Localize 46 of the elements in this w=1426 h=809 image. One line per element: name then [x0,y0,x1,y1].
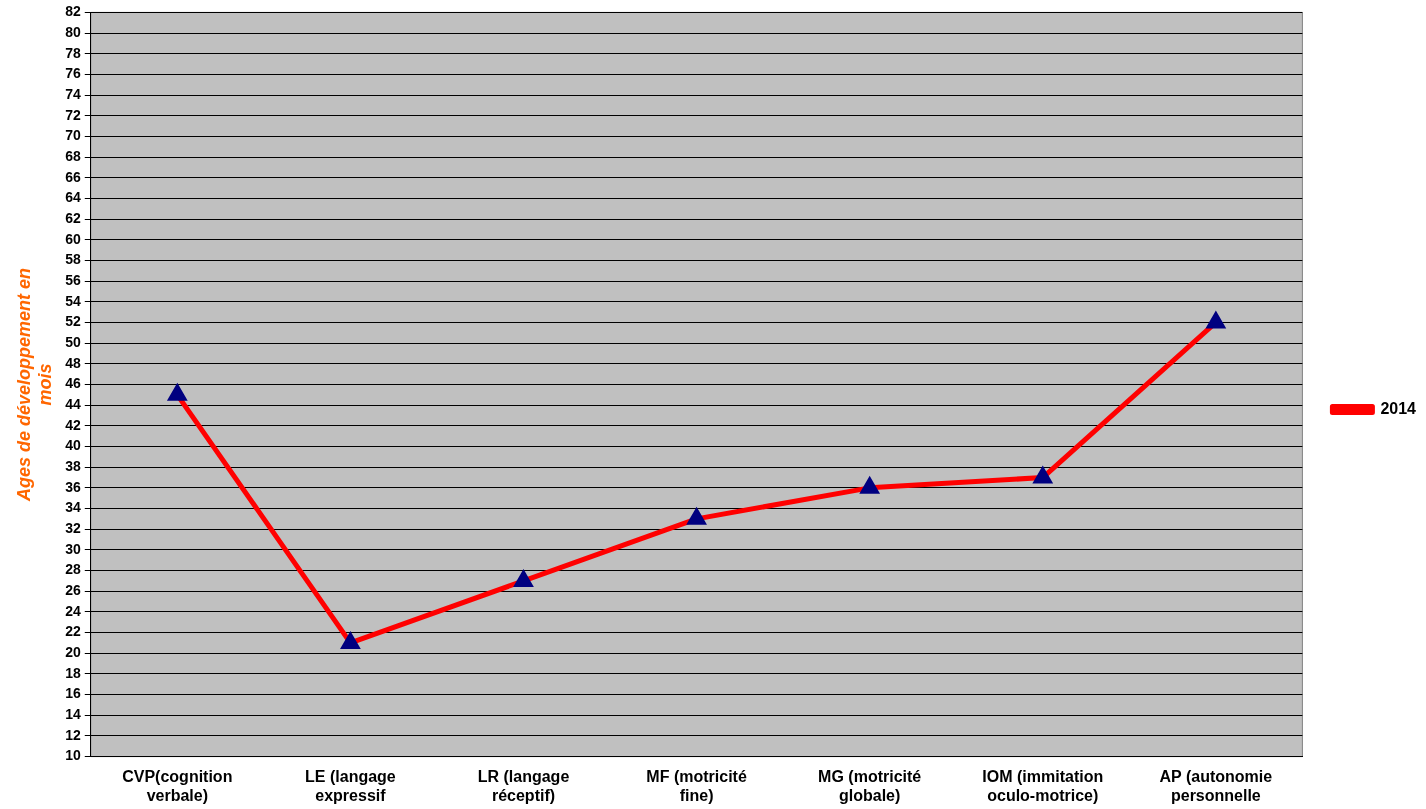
x-tick-label: MF (motricité fine) [646,767,747,804]
y-tick-label: 56 [65,272,81,288]
y-tick-label: 28 [65,561,81,578]
y-tick-label: 36 [65,478,81,495]
y-tick-label: 18 [65,664,81,681]
y-tick-label: 24 [65,602,81,619]
y-tick-label: 76 [65,65,81,82]
x-tick-label: MG (motricité globale) [818,767,922,804]
y-axis-title: Ages de développement en mois [13,267,56,503]
y-tick-label: 22 [65,623,81,640]
x-tick-label: CVP(cognition verbale) [122,767,233,804]
y-tick-label: 58 [65,251,81,268]
y-tick-label: 70 [65,127,81,144]
y-tick-label: 62 [65,209,81,226]
y-tick-label: 20 [65,644,81,661]
y-tick-label: 78 [65,44,81,61]
y-tick-label: 12 [65,726,81,743]
y-tick-label: 72 [65,106,81,123]
y-tick-label: 80 [65,23,81,40]
y-tick-label: 60 [65,230,81,247]
y-tick-label: 46 [65,375,81,392]
y-tick-label: 74 [65,85,81,102]
y-tick-label: 82 [65,3,81,20]
y-tick-label: 68 [65,147,81,164]
y-tick-label: 44 [65,396,81,413]
y-tick-label: 10 [65,747,81,764]
y-tick-label: 40 [65,437,81,454]
y-tick-label: 52 [65,313,81,330]
x-tick-label: IOM (immitation oculo-motrice) [982,767,1104,804]
y-tick-label: 64 [65,189,81,206]
y-tick-label: 34 [65,499,81,516]
y-tick-label: 66 [65,168,81,185]
legend-label: 2014 [1380,399,1417,417]
y-tick-label: 14 [65,706,81,723]
y-tick-label: 48 [65,354,81,371]
y-tick-label: 50 [65,334,81,351]
y-tick-label: 16 [65,685,81,702]
x-tick-label: LE (langage expressif [305,767,396,804]
x-tick-label: LR (langage réceptif) [477,767,570,804]
y-tick-label: 38 [65,458,81,475]
y-tick-label: 26 [65,582,81,599]
y-tick-label: 30 [65,540,81,557]
y-tick-label: 32 [65,520,81,537]
y-tick-label: 42 [65,416,81,433]
x-tick-label: AP (autonomie personnelle [1159,767,1273,804]
y-tick-label: 54 [65,292,81,309]
